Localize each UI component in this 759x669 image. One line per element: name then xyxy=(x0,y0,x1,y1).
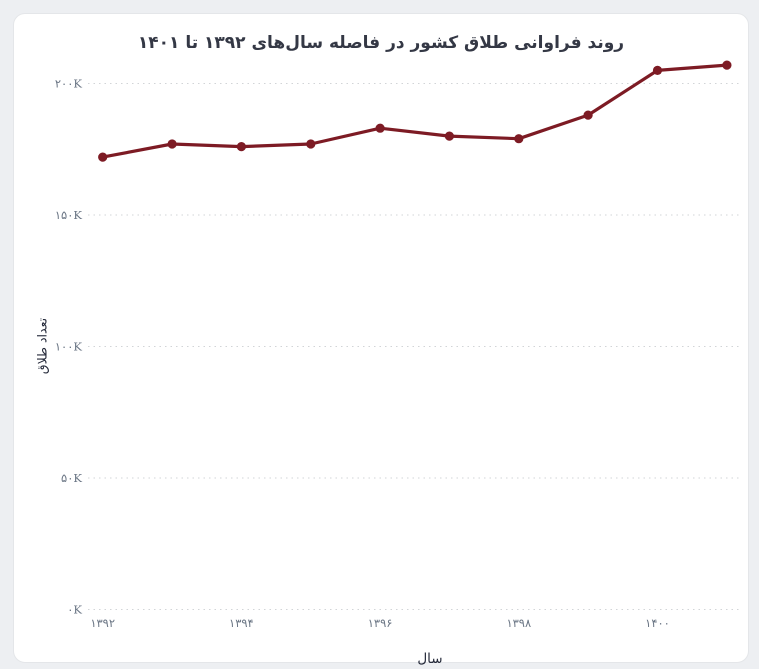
data-point[interactable] xyxy=(236,142,246,152)
x-axis-title: سال xyxy=(417,651,443,667)
data-point[interactable] xyxy=(167,139,177,149)
y-tick-label: ۱۵۰K xyxy=(55,208,83,222)
data-point[interactable] xyxy=(306,139,316,149)
y-tick-label: ۱۰۰K xyxy=(55,340,83,354)
chart-title: روند فراوانی طلاق کشور در فاصله سال‌های … xyxy=(137,33,625,53)
x-tick-labels-group: ۱۳۹۲ ۱۳۹۴ ۱۳۹۶ ۱۳۹۸ ۱۴۰۰ xyxy=(90,616,670,630)
data-point[interactable] xyxy=(514,134,524,144)
trend-line xyxy=(101,63,729,159)
data-point[interactable] xyxy=(722,60,732,70)
data-point[interactable] xyxy=(652,65,663,75)
chart-card: روند فراوانی طلاق کشور در فاصله سال‌های … xyxy=(13,13,749,667)
x-tick-label: ۱۳۹۴ xyxy=(229,616,254,630)
data-point[interactable] xyxy=(583,110,593,120)
x-tick-label: ۱۳۹۶ xyxy=(368,616,393,630)
x-tick-label: ۱۳۹۲ xyxy=(90,616,115,630)
y-tick-labels-group: ۰K ۵۰K ۱۰۰K ۱۵۰K ۲۰۰K xyxy=(55,77,83,617)
x-tick-label: ۱۳۹۸ xyxy=(506,616,531,630)
gridlines-group xyxy=(88,83,742,610)
data-point[interactable] xyxy=(98,152,108,162)
y-tick-label: ۲۰۰K xyxy=(55,77,83,91)
data-point[interactable] xyxy=(444,131,454,141)
y-tick-label: ۵۰K xyxy=(61,471,82,485)
y-tick-label: ۰K xyxy=(67,603,82,617)
trend-series-group xyxy=(98,60,732,162)
x-tick-label: ۱۴۰۰ xyxy=(645,616,670,630)
data-point[interactable] xyxy=(375,123,385,133)
